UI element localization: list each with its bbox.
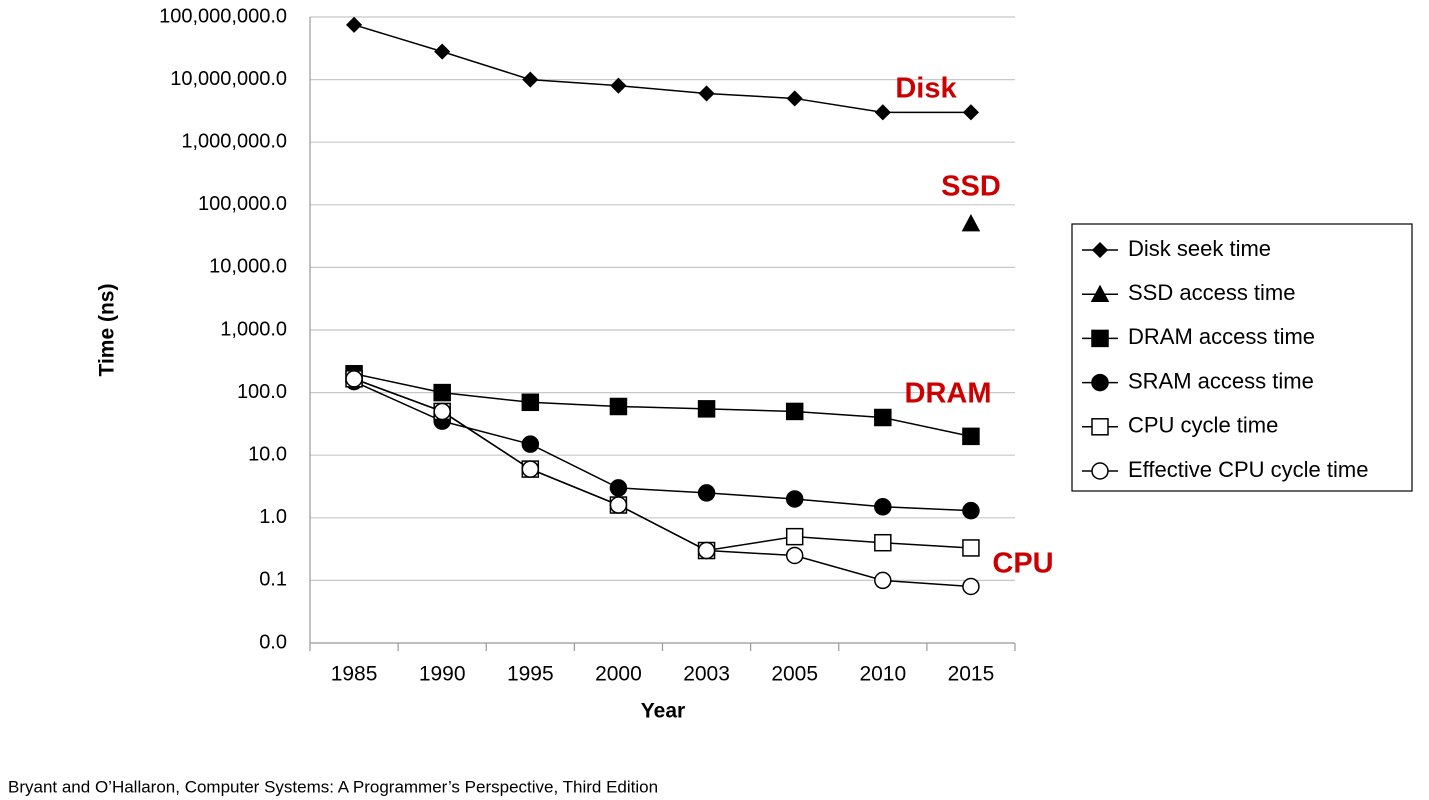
data-point — [434, 43, 451, 60]
series-line — [353, 373, 972, 438]
y-tick-label: 100.0 — [237, 381, 287, 403]
y-tick-label: 0.1 — [259, 569, 287, 591]
x-axis-title: Year — [641, 700, 685, 723]
legend-label: CPU cycle time — [1128, 413, 1278, 438]
x-tick-label: 2000 — [595, 663, 642, 686]
legend-marker — [1091, 329, 1109, 348]
data-point — [698, 85, 715, 102]
data-point — [961, 214, 981, 232]
data-point — [874, 533, 892, 552]
annotation: SSD — [941, 171, 1001, 203]
legend-marker — [1091, 418, 1109, 436]
data-point — [521, 435, 540, 453]
legend-label: SRAM access time — [1128, 368, 1314, 393]
data-point — [874, 104, 891, 121]
x-tick-label: 2005 — [771, 663, 818, 686]
legend-marker — [1091, 373, 1109, 392]
data-point — [874, 571, 892, 590]
y-tick-label: 1,000,000.0 — [181, 130, 287, 152]
data-point — [521, 460, 540, 478]
x-tick-label: 2003 — [683, 663, 730, 686]
data-point — [785, 402, 804, 421]
data-point — [521, 393, 540, 412]
x-tick-label: 2015 — [948, 663, 995, 686]
data-point — [609, 397, 628, 416]
data-point — [962, 539, 980, 557]
data-point — [346, 16, 363, 33]
y-tick-label: 100,000,000.0 — [159, 5, 287, 27]
x-tick-label: 2010 — [859, 663, 906, 686]
data-point — [962, 104, 979, 121]
data-point — [962, 501, 980, 520]
data-point — [345, 370, 363, 388]
x-tick-label: 1990 — [419, 663, 466, 686]
y-tick-label: 1,000.0 — [220, 318, 287, 340]
data-point — [962, 577, 980, 596]
series-line — [353, 380, 971, 512]
legend-box — [1071, 223, 1413, 492]
data-point — [697, 484, 716, 502]
data-point — [962, 427, 980, 446]
data-point — [785, 546, 804, 565]
data-point — [874, 408, 892, 427]
data-point — [874, 498, 892, 516]
data-point — [433, 383, 451, 402]
data-point — [697, 400, 716, 418]
data-point — [433, 402, 451, 421]
legend-marker — [1091, 241, 1109, 259]
data-point — [610, 77, 627, 94]
y-tick-label: 100,000.0 — [198, 193, 287, 215]
legend-label: SSD access time — [1128, 280, 1296, 305]
y-tick-label: 10,000,000.0 — [170, 68, 287, 90]
y-tick-label: 10.0 — [248, 443, 287, 465]
annotation: DRAM — [905, 378, 992, 410]
annotation: CPU — [992, 548, 1053, 580]
data-point — [785, 527, 804, 546]
legend-marker — [1090, 284, 1110, 302]
data-point — [609, 496, 628, 514]
y-tick-label: 0.0 — [259, 631, 287, 653]
footer: Bryant and O’Hallaron, Computer Systems:… — [8, 777, 658, 796]
annotation: Disk — [895, 73, 957, 105]
y-axis-title: Time (ns) — [96, 284, 119, 377]
legend-label: Effective CPU cycle time — [1128, 457, 1368, 482]
data-point — [697, 541, 716, 560]
series-line — [353, 378, 971, 588]
data-point — [609, 479, 628, 497]
data-point — [785, 490, 804, 508]
data-point — [786, 90, 803, 107]
series-line — [353, 24, 971, 114]
legend-label: DRAM access time — [1128, 324, 1315, 349]
legend-label: Disk seek time — [1128, 236, 1271, 261]
y-tick-label: 10,000.0 — [209, 256, 287, 278]
x-tick-label: 1995 — [507, 663, 554, 686]
x-tick-label: 1985 — [331, 663, 378, 686]
y-tick-label: 1.0 — [259, 506, 287, 528]
legend-marker — [1091, 462, 1109, 480]
data-point — [522, 71, 539, 88]
